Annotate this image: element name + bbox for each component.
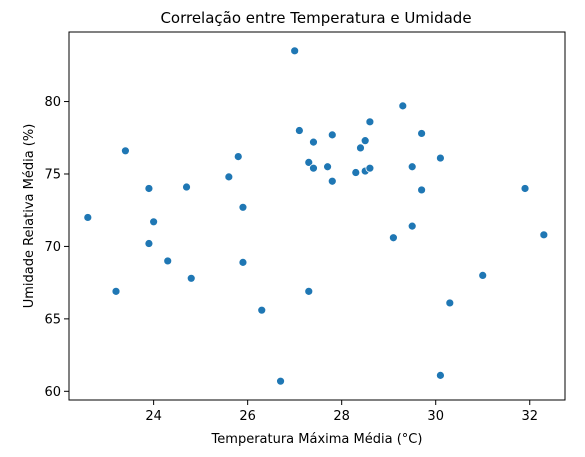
data-point xyxy=(149,217,159,227)
data-point xyxy=(327,176,337,186)
data-point xyxy=(436,370,445,380)
data-point xyxy=(388,233,398,243)
chart-title: Correlação entre Temperatura e Umidade xyxy=(160,9,471,27)
y-axis-label: Umidade Relativa Média (%) xyxy=(22,124,37,309)
data-point xyxy=(478,271,488,280)
data-point xyxy=(144,239,154,248)
y-tick-label: 70 xyxy=(44,240,61,255)
y-tick-label: 65 xyxy=(44,312,61,327)
data-point xyxy=(111,286,121,296)
data-point xyxy=(365,163,375,173)
x-tick-label: 26 xyxy=(239,409,256,424)
x-axis-ticks: 24 26 28 30 32 xyxy=(145,400,538,424)
data-point xyxy=(417,185,427,195)
data-point xyxy=(323,162,332,172)
data-point xyxy=(163,256,173,266)
x-tick-label: 28 xyxy=(333,409,350,424)
points-layer xyxy=(83,46,549,386)
data-point xyxy=(407,221,417,231)
data-point xyxy=(304,286,314,296)
data-point xyxy=(186,273,196,283)
data-point xyxy=(445,298,455,308)
data-point xyxy=(356,143,365,153)
data-point xyxy=(121,146,130,156)
data-point xyxy=(417,129,427,138)
x-axis-label: Temperatura Máxima Média (°C) xyxy=(211,432,423,447)
x-tick-label: 32 xyxy=(521,409,538,424)
x-tick-label: 24 xyxy=(145,409,162,424)
x-tick-label: 30 xyxy=(427,409,444,424)
data-point xyxy=(182,182,191,192)
data-point xyxy=(257,305,267,315)
data-point xyxy=(351,168,361,177)
data-point xyxy=(327,130,337,140)
data-point xyxy=(276,376,285,386)
data-point xyxy=(238,202,248,212)
y-tick-label: 75 xyxy=(44,167,61,182)
data-point xyxy=(309,163,318,173)
data-point xyxy=(436,153,445,163)
data-point xyxy=(398,101,408,111)
y-tick-label: 60 xyxy=(44,385,61,400)
data-point xyxy=(290,46,300,56)
data-point xyxy=(360,136,370,146)
data-point xyxy=(144,184,154,193)
y-axis-ticks: 60 65 70 75 80 xyxy=(44,95,69,400)
plot-frame xyxy=(68,31,566,401)
data-point xyxy=(309,137,318,147)
data-point xyxy=(224,172,234,182)
data-point xyxy=(365,117,375,127)
data-point xyxy=(83,213,93,222)
data-point xyxy=(407,162,417,172)
data-point xyxy=(233,152,243,161)
data-point xyxy=(520,184,530,193)
data-point xyxy=(304,157,314,167)
data-point xyxy=(294,126,304,135)
data-point xyxy=(238,257,248,267)
data-point xyxy=(539,230,549,240)
y-tick-label: 80 xyxy=(44,95,61,110)
